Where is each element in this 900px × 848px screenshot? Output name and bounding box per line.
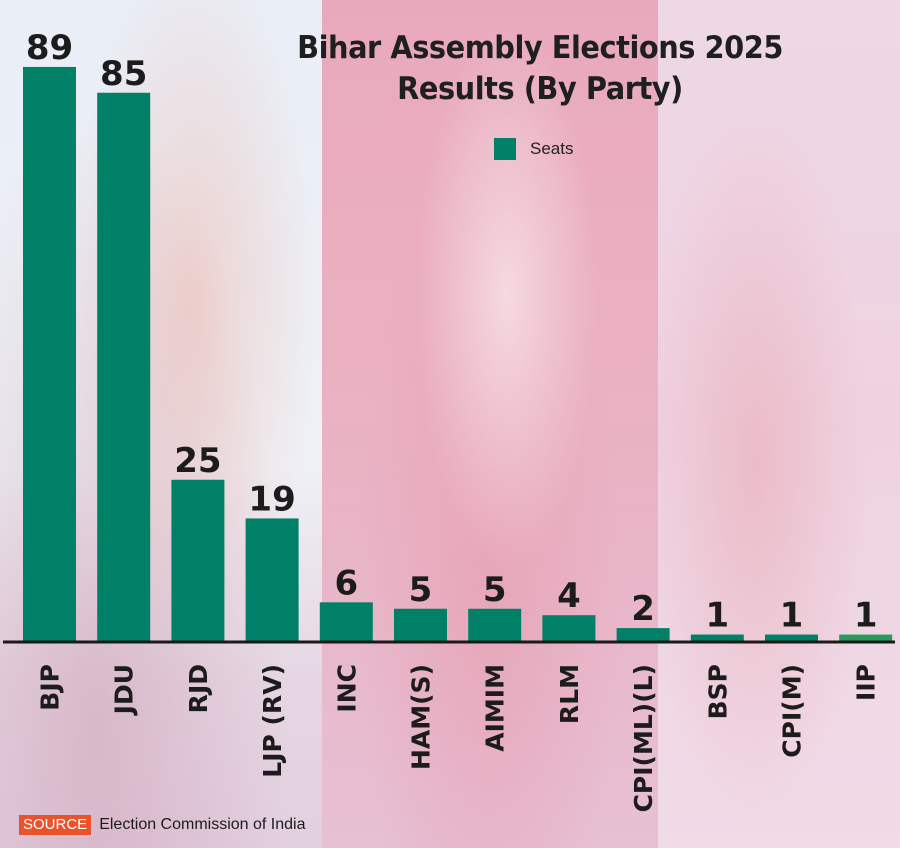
value-label: 1	[854, 596, 878, 636]
source-text: Election Commission of India	[99, 816, 306, 833]
category-label: AIMIM	[481, 664, 510, 752]
value-label: 5	[409, 570, 433, 610]
value-label: 1	[780, 596, 804, 636]
source-credit: SOURCE Election Commission of India	[19, 815, 306, 835]
category-labels: BJP JDU RJD LJP (RV) INC HAM(S) AIMIM RLM CPI(ML…	[36, 664, 881, 812]
value-label: 19	[248, 479, 295, 519]
legend-swatch-seats	[494, 138, 516, 160]
bar-iip	[839, 634, 893, 641]
chart-title-line-2: Results (By Party)	[397, 71, 683, 107]
bar-rlm	[542, 615, 596, 641]
value-label: 5	[483, 570, 507, 610]
background-photo-center	[322, 0, 658, 848]
category-label: BJP	[36, 664, 65, 711]
category-label: IIP	[852, 664, 881, 701]
category-label: HAM(S)	[407, 664, 436, 770]
value-label: 89	[26, 28, 73, 68]
category-label: INC	[332, 664, 361, 713]
chart-title: Bihar Assembly Elections 2025 Results (B…	[252, 28, 829, 110]
bar-inc	[319, 602, 373, 641]
value-label: 2	[631, 589, 655, 629]
value-label: 4	[557, 576, 581, 616]
value-label: 25	[174, 441, 221, 481]
category-label: JDU	[110, 664, 139, 716]
legend: Seats	[494, 138, 573, 160]
bar-bsp	[690, 634, 744, 641]
value-labels: 89 85 25 19 6 5 5 4 2 1 1 1	[26, 28, 878, 636]
value-label: 6	[334, 563, 358, 603]
background-photo-right	[658, 0, 900, 848]
category-label: RLM	[555, 664, 584, 724]
bar-cpi-m	[765, 634, 818, 641]
legend-label-seats: Seats	[530, 139, 574, 158]
bar-rjd	[171, 479, 225, 641]
category-label: CPI(M)	[778, 664, 807, 758]
bar-cpi-ml-l	[616, 628, 670, 641]
category-label: BSP	[703, 664, 732, 719]
bar-ljp-rv	[245, 518, 299, 641]
bar-jdu	[97, 92, 151, 641]
bars	[23, 66, 893, 641]
chart-title-line-1: Bihar Assembly Elections 2025	[297, 30, 783, 66]
bar-aimim	[468, 608, 522, 641]
value-label: 85	[100, 54, 147, 94]
category-label: LJP (RV)	[258, 664, 287, 778]
bar-bjp	[23, 66, 76, 641]
source-badge: SOURCE	[19, 815, 92, 835]
category-label: CPI(ML)(L)	[629, 664, 658, 812]
bar-ham-s	[394, 608, 447, 641]
category-label: RJD	[184, 664, 213, 713]
value-label: 1	[705, 596, 729, 636]
